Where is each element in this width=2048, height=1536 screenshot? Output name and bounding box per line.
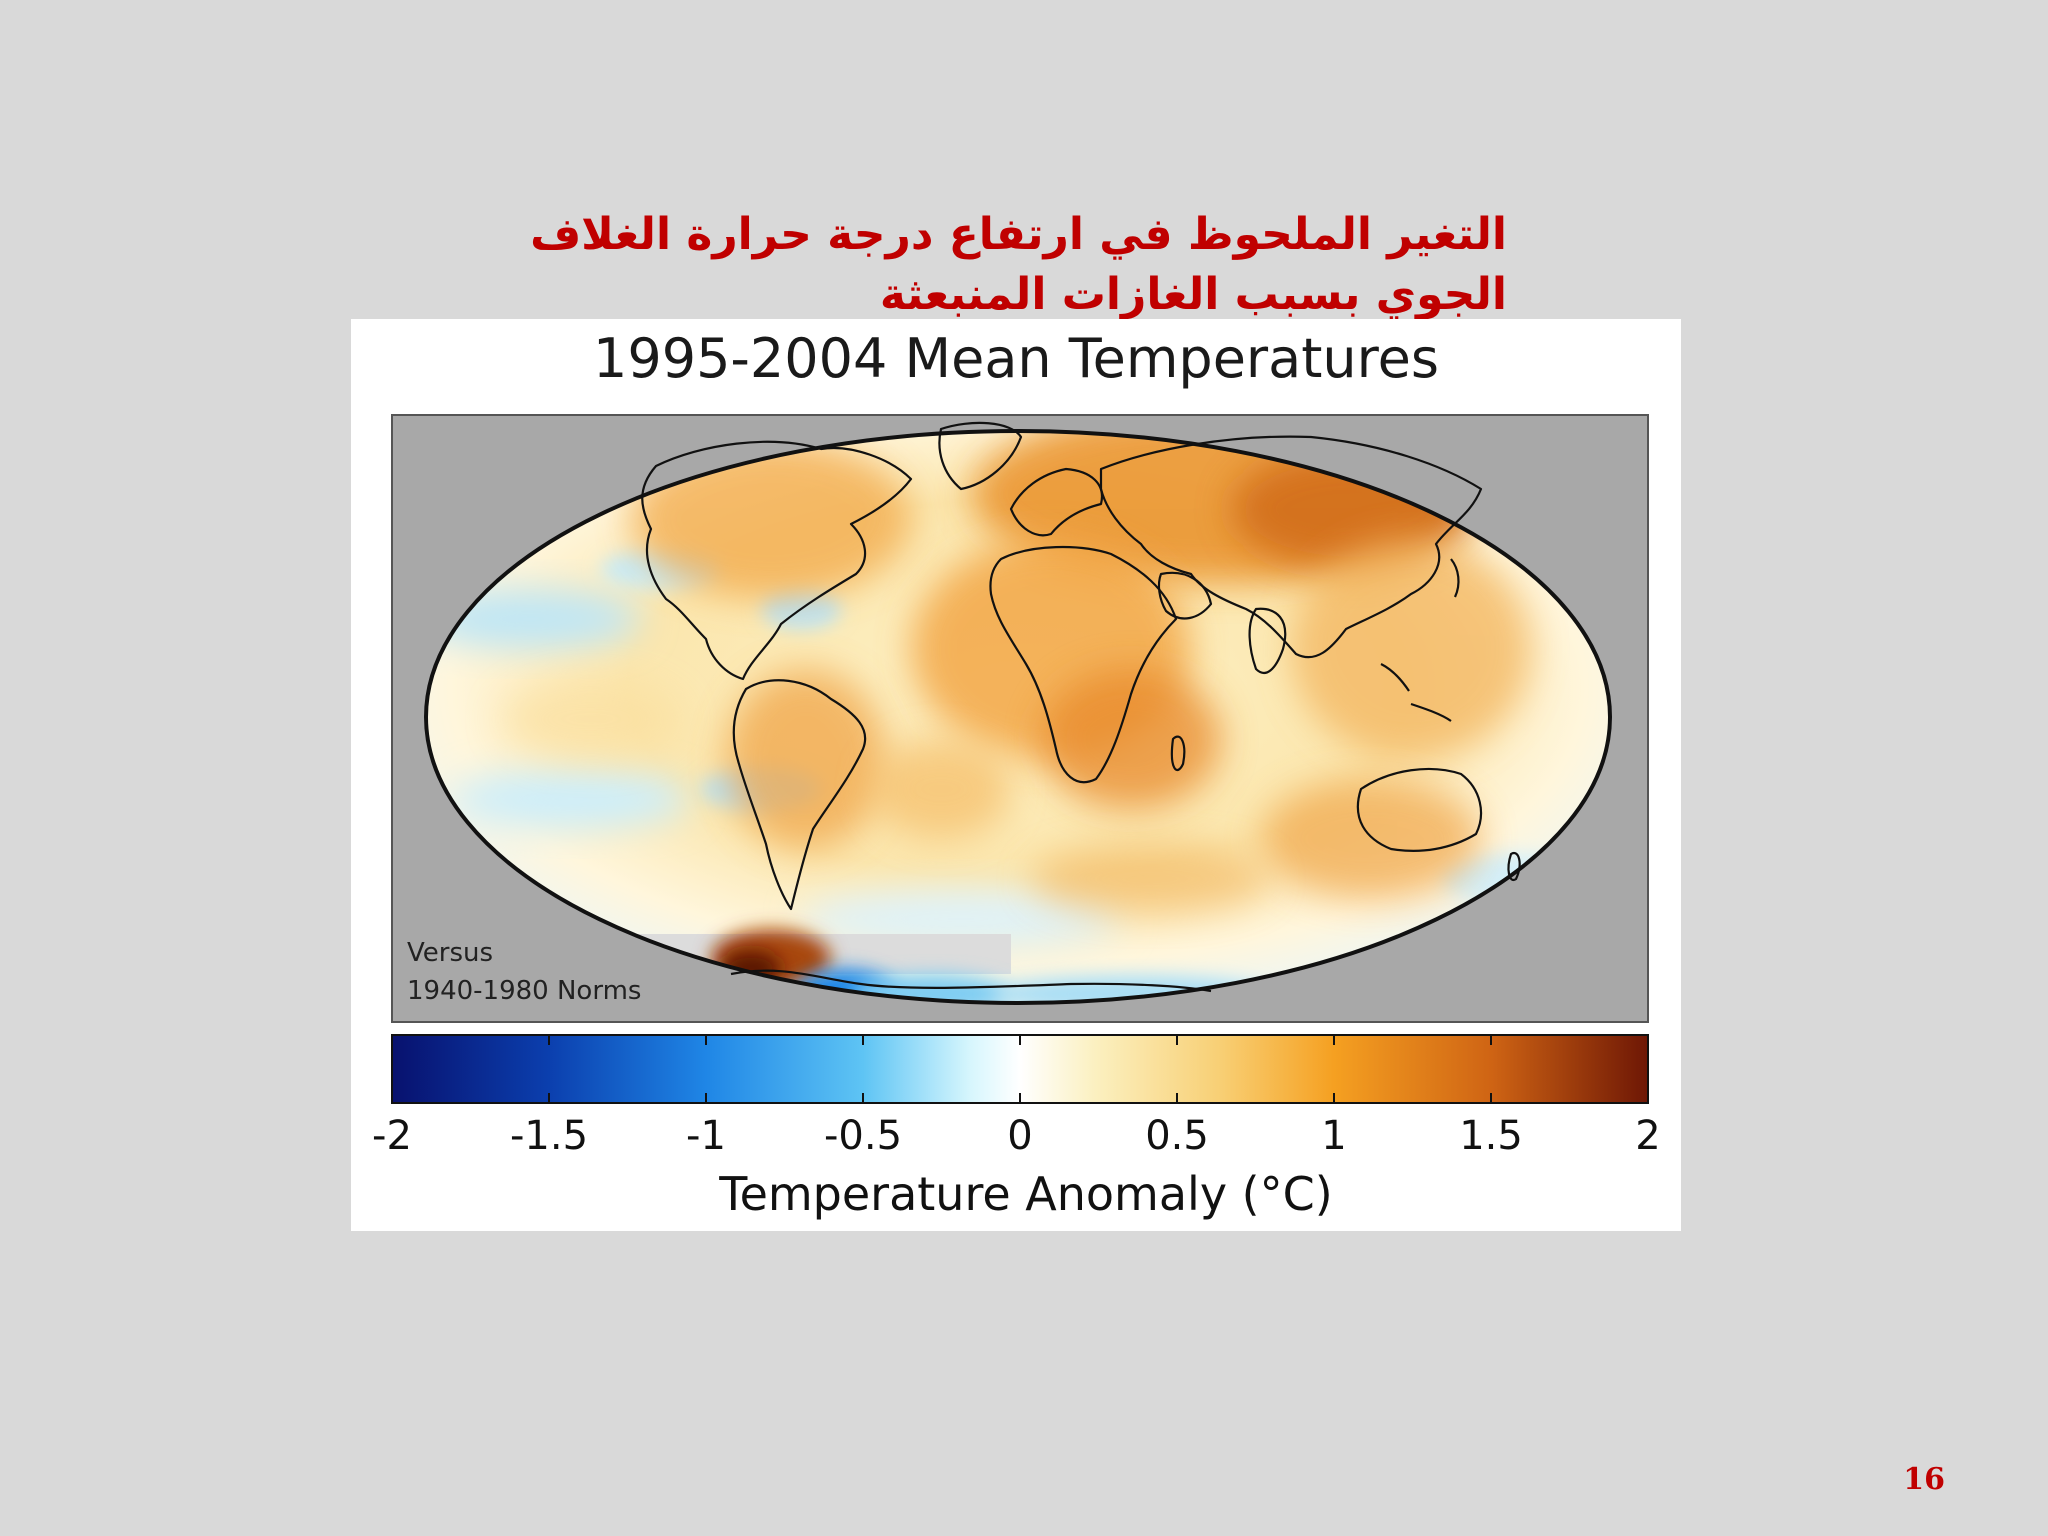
slide-title: التغير الملحوظ في ارتفاع درجة حرارة الغل…: [372, 205, 1507, 325]
colorbar-label: Temperature Anomaly (°C): [719, 1167, 1333, 1221]
colorbar-tick-label: -1.5: [509, 1113, 589, 1159]
colorbar-tick-label: -2: [372, 1113, 412, 1159]
slide-title-line-1: التغير الملحوظ في ارتفاع درجة حرارة الغل…: [530, 209, 1507, 260]
map-graphic: [391, 414, 1649, 1104]
slide-title-line-2: الجوي بسبب الغازات المنبعثة: [879, 269, 1507, 320]
colorbar-tick-label: 1.5: [1459, 1113, 1523, 1159]
colorbar-tick-label: 2: [1635, 1113, 1661, 1159]
figure-title: 1995-2004 Mean Temperatures: [593, 327, 1439, 390]
globe-border: [424, 429, 1612, 1005]
colorbar-tick-label: -1: [686, 1113, 726, 1159]
map-note: Versus 1940-1980 Norms: [407, 934, 641, 1010]
colorbar-tick-label: 0: [1007, 1113, 1033, 1159]
colorbar-tick-label: -0.5: [823, 1113, 903, 1159]
page-number: 16: [1903, 1462, 1945, 1497]
globe-anomaly-field: [426, 431, 1610, 1003]
colorbar-ticks: [391, 1035, 1649, 1103]
map-note-line-2: 1940-1980 Norms: [407, 976, 642, 1006]
colorbar: [391, 1034, 1649, 1104]
continent-outlines: [641, 421, 1521, 993]
temperature-anomaly-map-figure: 1995-2004 Mean Temperatures Versus 1940-…: [351, 319, 1681, 1231]
map-note-line-1: Versus: [407, 938, 494, 968]
colorbar-tick-label: 1: [1321, 1113, 1347, 1159]
colorbar-tick-label: 0.5: [1145, 1113, 1209, 1159]
